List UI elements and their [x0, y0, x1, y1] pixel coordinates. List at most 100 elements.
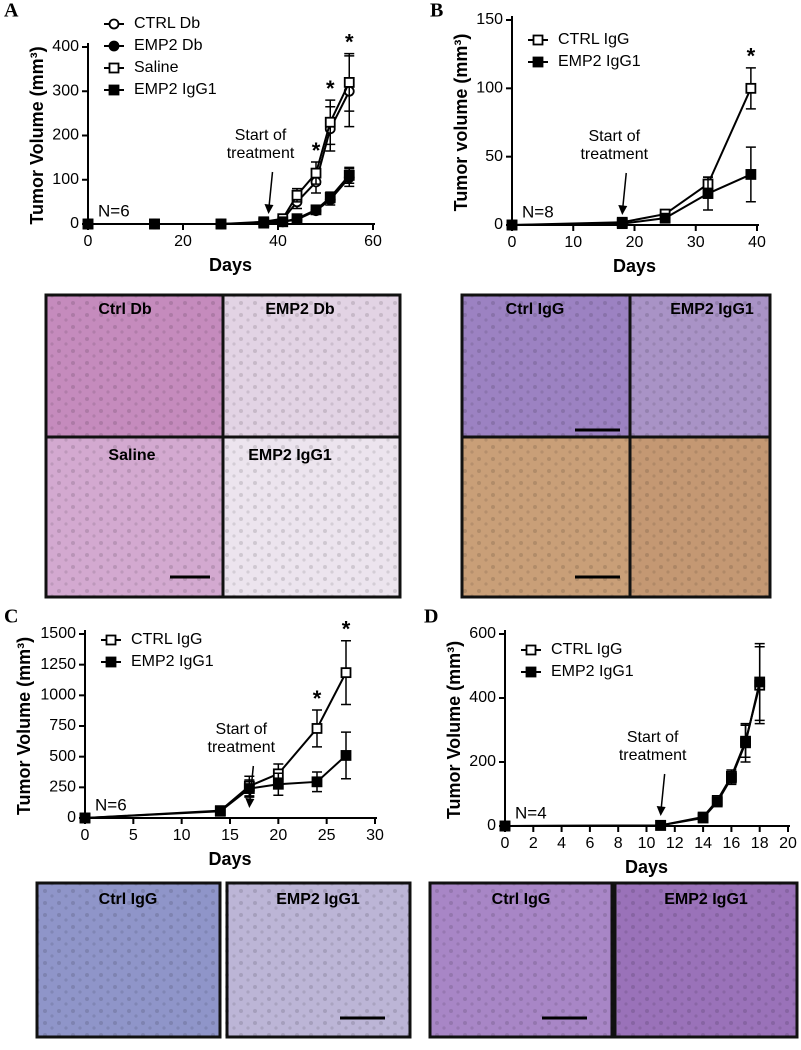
y-tick-label: 100: [52, 171, 79, 188]
marker: [655, 819, 667, 831]
n-label: N=6: [95, 795, 127, 814]
legend-label: CTRL IgG: [131, 631, 202, 648]
annotation-text: Start of: [235, 127, 287, 144]
legend-label: CTRL IgG: [551, 641, 622, 658]
y-tick-label: 100: [476, 80, 503, 97]
legend-label: EMP2 IgG1: [558, 53, 641, 70]
y-tick-label: 400: [52, 38, 79, 55]
y-tick-label: 0: [487, 817, 496, 834]
y-tick-label: 0: [494, 216, 503, 233]
marker: [340, 750, 352, 761]
image-label: Saline: [108, 447, 155, 464]
marker: [105, 656, 117, 668]
marker: [711, 796, 723, 808]
y-axis-label: Tumor Volume (mm³): [444, 641, 464, 819]
x-tick-label: 16: [723, 835, 741, 852]
marker: [215, 218, 227, 230]
x-axis-label: Days: [613, 256, 656, 276]
marker: [324, 116, 336, 128]
image-grid-b: Ctrl IgG EMP2 IgG1: [460, 293, 772, 599]
y-tick-label: 400: [469, 689, 496, 706]
y-tick-label: 50: [485, 148, 503, 165]
x-tick-label: 15: [221, 827, 239, 844]
significance-label: *: [326, 76, 335, 101]
marker: [311, 776, 323, 788]
image-label: EMP2 IgG1: [276, 891, 360, 908]
marker: [108, 18, 120, 30]
marker: [697, 812, 709, 824]
y-tick-label: 0: [67, 809, 76, 826]
image-label: EMP2 Db: [265, 301, 335, 318]
x-tick-label: 12: [666, 835, 684, 852]
legend-label: EMP2 Db: [134, 37, 203, 54]
y-tick-label: 300: [52, 82, 79, 99]
marker: [272, 778, 284, 790]
y-tick-label: 0: [70, 215, 79, 232]
panel-label: D: [424, 606, 438, 628]
x-tick-label: 30: [366, 827, 384, 844]
image-grid-a: Ctrl Db EMP2 Db Saline EMP2 IgG1: [44, 293, 402, 599]
x-tick-label: 0: [501, 835, 510, 852]
annotation-text: treatment: [208, 739, 276, 756]
marker: [343, 77, 355, 88]
significance-label: *: [313, 686, 322, 711]
marker: [702, 188, 714, 199]
y-tick-label: 600: [469, 625, 496, 642]
marker: [740, 737, 751, 749]
marker: [525, 666, 537, 678]
annotation-text: treatment: [580, 146, 648, 163]
marker: [532, 34, 544, 46]
annotation-text: treatment: [619, 747, 687, 764]
image-texture: [37, 883, 410, 1037]
marker: [291, 213, 303, 225]
marker: [258, 217, 270, 229]
marker: [291, 189, 303, 201]
annotation-text: Start of: [216, 721, 268, 738]
legend-label: EMP2 IgG1: [134, 81, 217, 98]
panel-label: C: [4, 606, 18, 628]
image-row-c: Ctrl IgG EMP2 IgG1: [35, 881, 412, 1039]
n-label: N=8: [522, 202, 554, 221]
marker: [79, 812, 91, 824]
legend-label: CTRL IgG: [558, 31, 629, 48]
annotation-arrowhead: [618, 205, 628, 215]
annotation-text: Start of: [588, 128, 640, 145]
significance-label: *: [345, 29, 354, 54]
image-label: EMP2 IgG1: [670, 301, 754, 318]
legend-label: EMP2 IgG1: [131, 653, 214, 670]
marker: [343, 169, 355, 181]
marker: [659, 212, 671, 224]
marker: [532, 56, 544, 68]
y-axis-label: Tumor Volume (mm³): [14, 637, 34, 815]
y-tick-label: 1250: [40, 656, 76, 673]
x-axis-label: Days: [208, 849, 251, 869]
marker: [310, 204, 322, 216]
annotation-text: treatment: [227, 145, 295, 162]
x-tick-label: 4: [557, 835, 566, 852]
x-tick-label: 30: [687, 234, 705, 251]
x-axis-label: Days: [209, 255, 252, 275]
x-tick-label: 20: [174, 233, 192, 250]
x-tick-label: 40: [748, 234, 766, 251]
x-tick-label: 0: [84, 233, 93, 250]
marker: [149, 218, 160, 230]
x-tick-label: 5: [129, 827, 138, 844]
image-texture: [46, 295, 400, 597]
y-tick-label: 200: [469, 753, 496, 770]
image-row-d: Ctrl IgG EMP2 IgG1: [428, 881, 799, 1039]
marker: [105, 634, 117, 646]
marker: [726, 772, 737, 784]
y-axis-label: Tumor Volume (mm³): [27, 46, 47, 224]
significance-label: *: [312, 138, 321, 163]
y-axis-label: Tumor volume (mm³): [451, 34, 471, 212]
marker: [525, 644, 537, 656]
marker: [243, 783, 255, 794]
marker: [310, 167, 322, 179]
marker: [277, 216, 289, 228]
marker: [506, 219, 518, 231]
legend-label: CTRL Db: [134, 15, 200, 32]
significance-label: *: [342, 617, 351, 642]
panel-label: A: [4, 0, 19, 22]
x-tick-label: 10: [564, 234, 582, 251]
